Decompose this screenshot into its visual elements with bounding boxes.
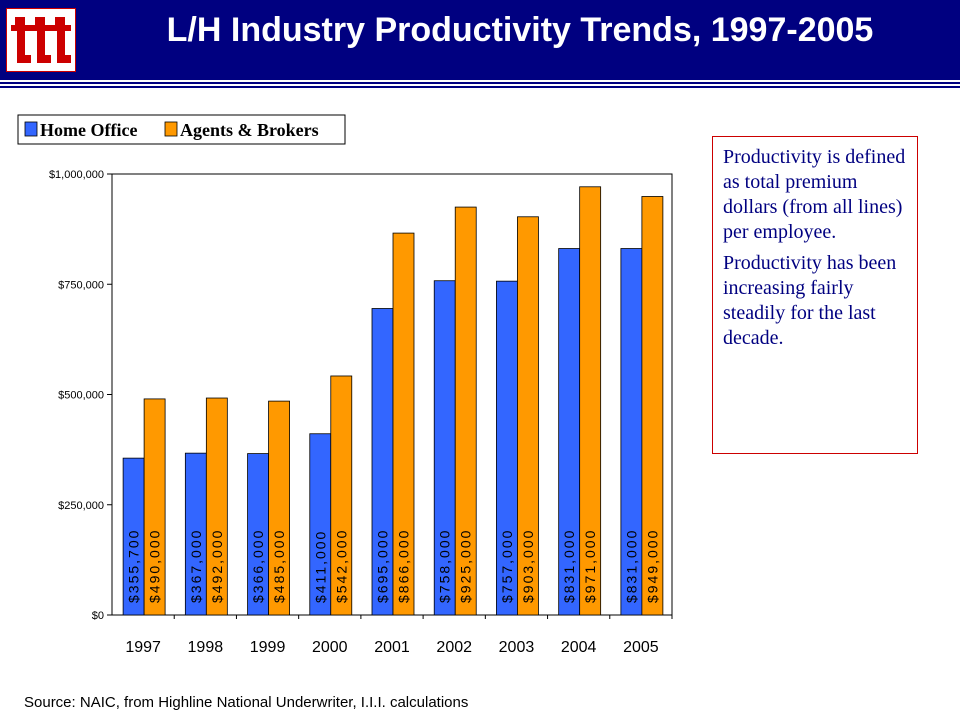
y-tick-label: $1,000,000 [49, 169, 104, 181]
y-tick-label: $500,000 [58, 390, 104, 402]
bar-agents-brokers-2000 [330, 375, 353, 616]
data-label-home-office-2001: $695,000 [375, 529, 391, 603]
source-citation: Source: NAIC, from Highline National Und… [24, 694, 469, 711]
x-tick-label-2004: 2004 [561, 639, 597, 656]
data-label-home-office-2003: $757,000 [499, 529, 515, 603]
data-label-home-office-1997: $355,700 [126, 529, 142, 603]
x-tick-label-1998: 1998 [188, 639, 224, 656]
x-tick-label-1999: 1999 [250, 639, 286, 656]
bar-agents-brokers-2005 [641, 196, 664, 616]
y-tick-label: $0 [92, 610, 104, 622]
bar-agents-brokers-1999 [268, 400, 290, 616]
data-label-agents-brokers-2001: $866,000 [396, 529, 412, 603]
x-tick-label-2001: 2001 [374, 639, 410, 656]
x-tick-label-1997: 1997 [125, 639, 161, 656]
data-label-agents-brokers-1997: $490,000 [147, 529, 163, 603]
productivity-note: Productivity is defined as total premium… [712, 136, 918, 454]
data-label-home-office-2004: $831,000 [561, 529, 577, 603]
bar-agents-brokers-2002 [454, 206, 477, 616]
legend-box [17, 114, 346, 145]
bar-agents-brokers-2004 [579, 186, 602, 616]
bar-agents-brokers-1998 [205, 397, 228, 616]
x-tick-label-2003: 2003 [499, 639, 535, 656]
legend-swatch-agents-brokers [164, 121, 178, 137]
data-label-home-office-1998: $367,000 [188, 529, 204, 603]
y-tick-label: $750,000 [58, 279, 104, 291]
data-label-agents-brokers-2000: $542,000 [333, 529, 349, 603]
legend-swatch-home-office [24, 121, 38, 137]
legend-label-agents-brokers: Agents & Brokers [180, 120, 319, 140]
data-label-home-office-2002: $758,000 [437, 529, 453, 603]
x-tick-label-2000: 2000 [312, 639, 348, 656]
slide-title: L/H Industry Productivity Trends, 1997-2… [166, 11, 874, 49]
legend-label-home-office: Home Office [40, 120, 137, 140]
y-tick-label: $250,000 [58, 500, 104, 512]
data-label-agents-brokers-1999: $485,000 [271, 529, 287, 603]
data-label-agents-brokers-2003: $903,000 [520, 529, 536, 603]
productivity-bar-chart: $0 $250,000 $500,000 $750,000 $1,000,000 $355… [17, 114, 673, 656]
data-label-home-office-1999: $366,000 [250, 529, 266, 603]
data-label-home-office-2005: $831,000 [623, 529, 639, 603]
data-label-agents-brokers-1998: $492,000 [209, 529, 225, 603]
bar-agents-brokers-1997 [143, 398, 166, 616]
data-label-home-office-2000: $411,000 [312, 530, 328, 603]
header-rule-1 [0, 82, 960, 84]
data-label-agents-brokers-2002: $925,000 [458, 529, 474, 603]
note-trend: Productivity has been increasing fairly … [723, 252, 897, 349]
x-tick-label-2005: 2005 [623, 639, 659, 656]
data-label-agents-brokers-2004: $971,000 [582, 529, 598, 603]
data-label-agents-brokers-2005: $949,000 [644, 529, 660, 603]
bar-agents-brokers-2001 [392, 232, 415, 616]
header-rule-2 [0, 86, 960, 88]
title-bar: L/H Industry Productivity Trends, 1997-2… [0, 0, 960, 80]
iii-logo [6, 8, 76, 72]
x-tick-label-2002: 2002 [436, 639, 472, 656]
note-definition: Productivity is defined as total premium… [723, 146, 906, 243]
iii-logo-icon [11, 17, 71, 63]
bar-agents-brokers-2003 [517, 216, 539, 616]
